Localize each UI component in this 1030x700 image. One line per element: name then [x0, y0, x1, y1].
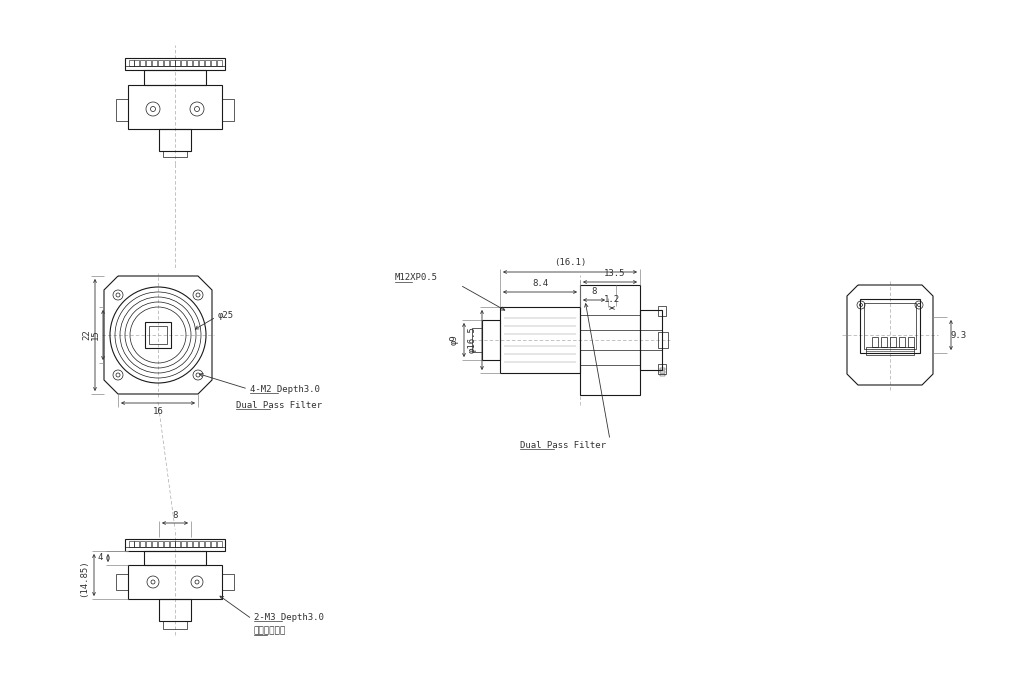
Bar [128, 85, 222, 129]
Bar [660, 370, 665, 373]
Bar [175, 541, 180, 547]
Bar [658, 364, 666, 374]
Bar [181, 60, 186, 66]
Bar [170, 60, 174, 66]
Bar [199, 541, 204, 547]
Bar [158, 60, 163, 66]
Text: M12XP0.5: M12XP0.5 [394, 274, 438, 283]
Bar [193, 541, 198, 547]
Text: (16.1): (16.1) [554, 258, 586, 267]
Bar [660, 374, 665, 376]
Bar [152, 541, 157, 547]
Bar [660, 368, 665, 370]
Bar [482, 320, 500, 360]
Bar [158, 541, 163, 547]
Bar [210, 541, 215, 547]
Bar [170, 541, 174, 547]
Bar [187, 60, 193, 66]
Bar [149, 326, 167, 344]
Bar [164, 60, 169, 66]
Bar [222, 574, 234, 590]
Bar [205, 60, 210, 66]
Bar [146, 541, 151, 547]
Bar [146, 60, 151, 66]
Bar [159, 129, 191, 151]
Text: 16: 16 [152, 407, 164, 416]
Bar [890, 337, 896, 347]
Bar [187, 541, 193, 547]
Bar [580, 285, 640, 395]
Text: 9.3: 9.3 [951, 330, 967, 340]
Text: 22: 22 [82, 330, 92, 340]
Text: 4: 4 [97, 554, 103, 563]
Bar [140, 60, 145, 66]
Bar [144, 551, 206, 565]
Bar [175, 60, 180, 66]
Bar [899, 337, 905, 347]
Text: 対面同一形状: 対面同一形状 [254, 626, 286, 636]
Bar [181, 541, 186, 547]
Text: φ9: φ9 [449, 335, 458, 345]
Bar [866, 347, 914, 355]
Bar [860, 299, 920, 353]
Bar [163, 151, 187, 157]
Bar [658, 306, 666, 316]
Bar [193, 60, 198, 66]
Text: φ16.5: φ16.5 [468, 327, 477, 354]
Text: Dual Pass Filter: Dual Pass Filter [520, 440, 606, 449]
Bar [199, 60, 204, 66]
Bar [500, 307, 580, 373]
Bar [216, 541, 221, 547]
Text: 4-M2 Depth3.0: 4-M2 Depth3.0 [250, 384, 320, 393]
Bar [134, 541, 139, 547]
Bar [881, 337, 887, 347]
Bar [640, 310, 662, 370]
Bar [116, 99, 128, 121]
Bar [164, 541, 169, 547]
Text: (14.85): (14.85) [79, 559, 89, 597]
Bar [152, 60, 157, 66]
Bar [129, 541, 134, 547]
Text: 8.4: 8.4 [531, 279, 548, 288]
Text: 2-M3 Depth3.0: 2-M3 Depth3.0 [254, 612, 323, 622]
Bar [205, 541, 210, 547]
Bar [134, 60, 139, 66]
Bar [140, 541, 145, 547]
Text: φ25: φ25 [218, 311, 234, 319]
Bar [908, 337, 914, 347]
Bar [872, 337, 878, 347]
Bar [159, 599, 191, 621]
Bar [128, 565, 222, 599]
Bar [163, 621, 187, 629]
Bar [125, 539, 225, 551]
Bar [222, 99, 234, 121]
Text: 1.2: 1.2 [604, 295, 620, 304]
Text: 13.5: 13.5 [605, 269, 626, 277]
Bar [129, 60, 134, 66]
Text: 15: 15 [91, 330, 100, 340]
Text: 8: 8 [591, 286, 596, 295]
Bar [216, 60, 221, 66]
Bar [145, 322, 171, 348]
Bar [864, 303, 916, 349]
Bar [125, 58, 225, 70]
Text: 8: 8 [172, 510, 178, 519]
Bar [658, 332, 668, 348]
Bar [116, 574, 128, 590]
Bar [472, 328, 482, 352]
Bar [210, 60, 215, 66]
Text: Dual Pass Filter: Dual Pass Filter [236, 400, 322, 410]
Bar [144, 70, 206, 85]
